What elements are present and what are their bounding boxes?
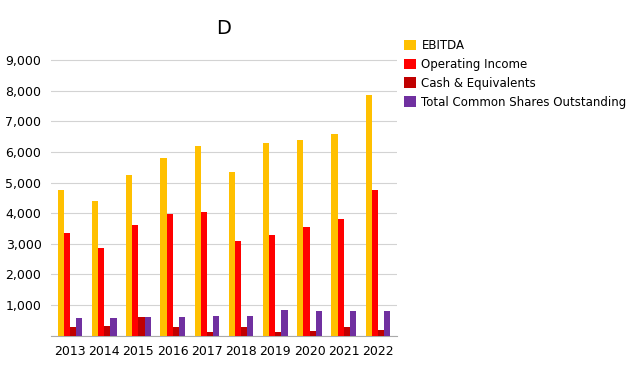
Bar [173, 327, 179, 336]
Bar [110, 318, 116, 336]
Bar [145, 317, 151, 336]
Bar [310, 330, 316, 336]
Title: D: D [216, 19, 232, 38]
Legend: EBITDA, Operating Income, Cash & Equivalents, Total Common Shares Outstanding: EBITDA, Operating Income, Cash & Equival… [404, 39, 627, 109]
Bar [70, 326, 76, 336]
Bar [297, 140, 303, 336]
Bar [282, 310, 287, 336]
Bar [247, 316, 253, 336]
Bar [64, 233, 70, 336]
Bar [344, 327, 350, 336]
Bar [201, 211, 207, 336]
Bar [235, 241, 241, 336]
Bar [269, 235, 275, 336]
Bar [228, 172, 235, 336]
Bar [98, 248, 104, 336]
Bar [161, 158, 166, 336]
Bar [207, 332, 213, 336]
Bar [104, 326, 110, 336]
Bar [58, 190, 64, 336]
Bar [166, 214, 173, 336]
Bar [372, 190, 378, 336]
Bar [76, 318, 83, 336]
Bar [350, 311, 356, 336]
Bar [316, 311, 322, 336]
Bar [303, 227, 310, 336]
Bar [138, 317, 145, 336]
Bar [338, 219, 344, 336]
Bar [195, 146, 201, 336]
Bar [275, 332, 282, 336]
Bar [179, 317, 185, 336]
Bar [213, 316, 220, 336]
Bar [263, 143, 269, 336]
Bar [241, 327, 247, 336]
Bar [126, 175, 132, 336]
Bar [365, 95, 372, 336]
Bar [132, 225, 138, 336]
Bar [332, 134, 338, 336]
Bar [378, 330, 384, 336]
Bar [384, 311, 390, 336]
Bar [92, 201, 98, 336]
